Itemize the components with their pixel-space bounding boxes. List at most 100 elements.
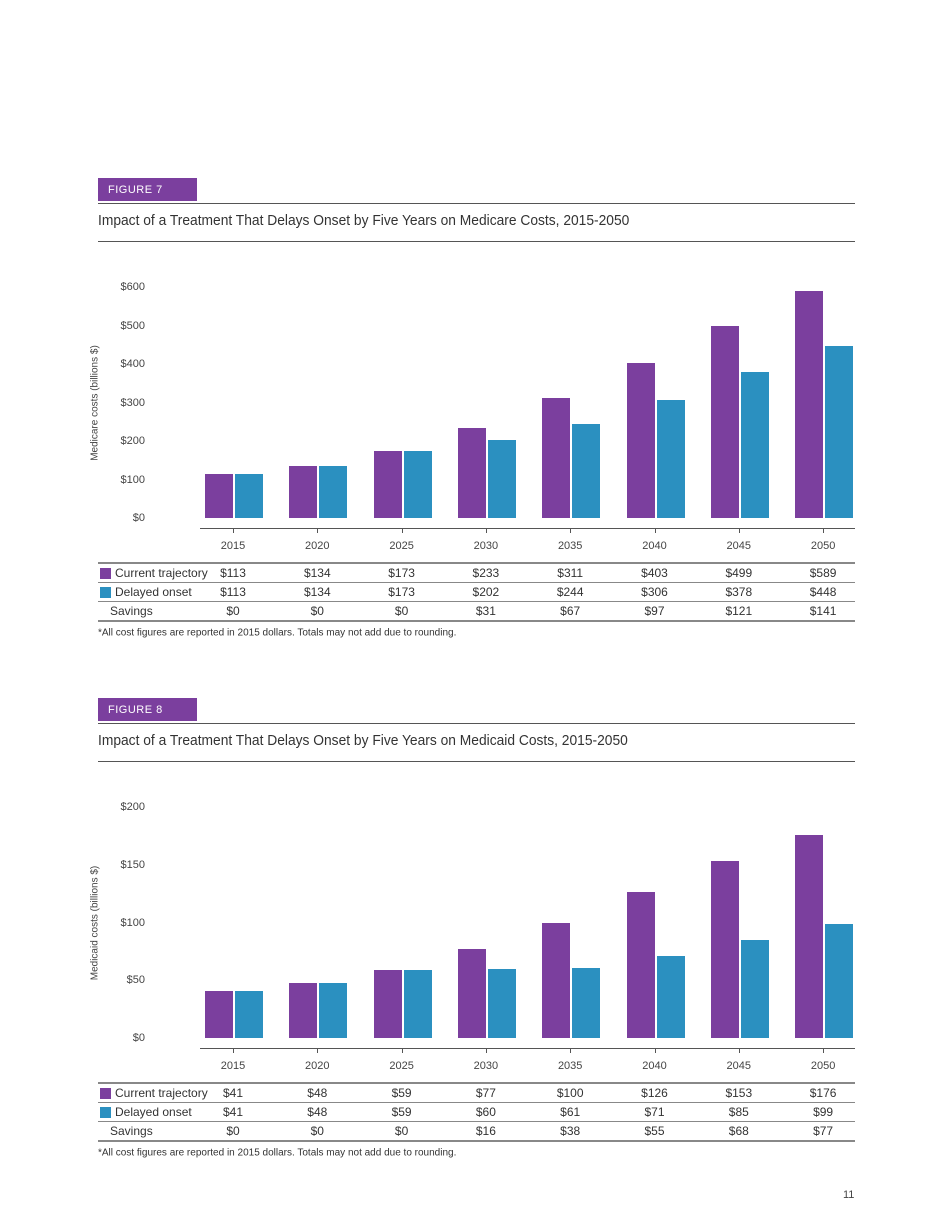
- delayed-onset-bar: [825, 923, 854, 1038]
- x-tick: [485, 1048, 487, 1053]
- x-tick: [570, 1048, 572, 1053]
- delayed-onset-bar: [740, 372, 769, 518]
- x-tick-label: 2030: [473, 540, 499, 552]
- savings-value: $0: [226, 1124, 240, 1138]
- y-tick-label: $50: [126, 974, 145, 987]
- chart-title: Impact of a Treatment That Delays Onset …: [98, 212, 630, 229]
- y-axis-label: Medicaid costs (billions $): [89, 865, 101, 980]
- current-trajectory-value: $77: [475, 1086, 496, 1100]
- delayed-onset-value: $99: [813, 1105, 834, 1119]
- delayed-onset-value: $448: [809, 585, 837, 599]
- delayed-onset-bar: [740, 939, 769, 1038]
- current-trajectory-bar: [373, 451, 402, 518]
- current-trajectory-value: $41: [222, 1086, 244, 1100]
- delayed-onset-value: $134: [303, 585, 331, 599]
- x-tick: [570, 528, 572, 533]
- page-number: 11: [843, 1189, 855, 1201]
- footnote: *All cost figures are reported in 2015 d…: [98, 627, 457, 639]
- savings-row-label: Savings: [110, 604, 153, 618]
- x-tick: [317, 1048, 319, 1053]
- x-tick-label: 2015: [220, 1060, 246, 1072]
- delayed-onset-bar: [235, 474, 263, 518]
- x-tick-label: 2035: [557, 540, 583, 552]
- x-tick-label: 2025: [389, 1060, 414, 1072]
- divider: [98, 761, 855, 762]
- x-tick-label: 2045: [726, 1060, 752, 1072]
- current-trajectory-value: $113: [220, 566, 246, 580]
- x-tick-label: 2050: [810, 1060, 836, 1072]
- delayed-onset-bar: [656, 955, 685, 1038]
- delayed-onset-bar: [572, 967, 601, 1038]
- x-tick-label: 2020: [305, 1060, 330, 1072]
- x-tick: [738, 528, 740, 533]
- current-trajectory-bar: [289, 982, 318, 1038]
- delayed-onset-bar: [403, 969, 432, 1038]
- current-trajectory-bar: [205, 474, 233, 518]
- savings-value: $67: [560, 604, 581, 618]
- table-rule: [98, 582, 855, 583]
- delayed-onset-value: $48: [307, 1105, 328, 1119]
- x-tick-label: 2040: [642, 1060, 667, 1072]
- current-trajectory-value: $173: [388, 566, 415, 580]
- x-tick-label: 2030: [473, 1060, 499, 1072]
- savings-value: $0: [394, 604, 409, 618]
- chart-title: Impact of a Treatment That Delays Onset …: [98, 732, 628, 749]
- y-tick-label: $200: [120, 435, 145, 447]
- current-trajectory-bar: [542, 922, 571, 1038]
- x-tick: [823, 1048, 825, 1053]
- table-rule: [98, 1082, 855, 1084]
- x-tick-label: 2025: [389, 540, 414, 552]
- delayed-onset-bar: [656, 400, 685, 518]
- x-tick-label: 2020: [305, 540, 330, 552]
- x-tick: [654, 1048, 656, 1053]
- current-trajectory-value: $233: [472, 566, 500, 580]
- current-trajectory-value: $589: [809, 566, 837, 580]
- savings-value: $0: [394, 1124, 409, 1138]
- savings-value: $77: [813, 1124, 834, 1138]
- savings-value: $141: [809, 604, 837, 618]
- x-axis-line: [200, 1048, 855, 1049]
- delayed-onset-value: $41: [222, 1105, 244, 1119]
- table-rule: [98, 1140, 855, 1142]
- current-trajectory-bar: [626, 362, 655, 518]
- figure-8: FIGURE 8 Impact of a Treatment That Delay…: [0, 698, 950, 1168]
- delayed-onset-label-text: Delayed onset: [115, 1105, 192, 1119]
- current-trajectory-bar: [626, 892, 655, 1038]
- delayed-onset-value: $59: [391, 1105, 412, 1119]
- delayed-onset-bar: [319, 466, 348, 518]
- savings-row-label: Savings: [110, 1124, 153, 1138]
- delayed-onset-bar: [825, 345, 854, 518]
- delayed-onset-legend-swatch: [100, 1106, 111, 1118]
- current-trajectory-row-label: Current trajectory: [100, 566, 208, 580]
- x-tick: [317, 528, 319, 533]
- current-trajectory-value: $100: [556, 1086, 584, 1100]
- current-trajectory-label-text: Current trajectory: [115, 566, 208, 580]
- current-trajectory-value: $153: [725, 1086, 753, 1100]
- y-tick-label: $150: [120, 858, 145, 871]
- x-tick-label: 2015: [220, 540, 246, 552]
- savings-value: $97: [644, 604, 665, 618]
- x-tick-label: 2040: [642, 540, 667, 552]
- delayed-onset-row-label: Delayed onset: [100, 1105, 192, 1119]
- figure-label: FIGURE 8: [98, 698, 197, 721]
- footnote: *All cost figures are reported in 2015 d…: [98, 1147, 457, 1159]
- current-trajectory-bar: [542, 398, 571, 518]
- current-trajectory-label-text: Current trajectory: [115, 1086, 208, 1100]
- delayed-onset-value: $306: [641, 585, 668, 599]
- current-trajectory-legend-swatch: [100, 1087, 111, 1099]
- current-trajectory-bar: [205, 990, 233, 1038]
- current-trajectory-bar: [289, 466, 318, 518]
- delayed-onset-value: $113: [220, 585, 246, 599]
- savings-value: $16: [475, 1124, 496, 1138]
- current-trajectory-bar: [710, 861, 739, 1038]
- x-tick-label: 2045: [726, 540, 752, 552]
- y-tick-label: $400: [120, 358, 145, 370]
- x-tick-label: 2035: [557, 1060, 583, 1072]
- delayed-onset-value: $71: [644, 1105, 665, 1119]
- current-trajectory-value: $311: [557, 566, 584, 580]
- delayed-onset-label-text: Delayed onset: [115, 585, 192, 599]
- savings-value: $121: [725, 604, 753, 618]
- table-rule: [98, 601, 855, 602]
- figure-label: FIGURE 7: [98, 178, 197, 201]
